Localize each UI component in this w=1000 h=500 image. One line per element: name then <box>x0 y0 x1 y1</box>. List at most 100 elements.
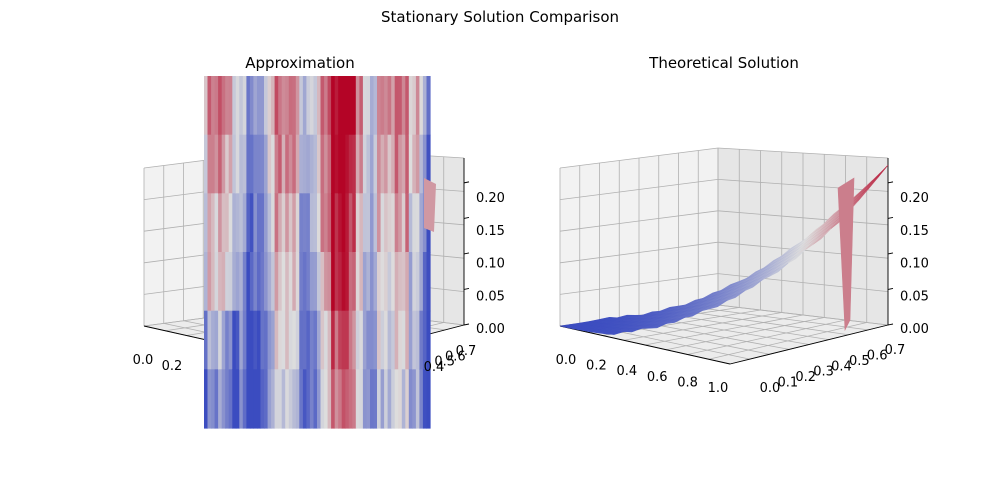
surface-strip <box>218 134 223 194</box>
surface-strip <box>362 193 367 253</box>
surface-strip <box>398 369 403 429</box>
surface-strip <box>398 193 403 253</box>
surface-strip <box>295 134 300 194</box>
surface-strip <box>242 193 247 253</box>
surface-strip <box>334 310 339 370</box>
surface-strip <box>264 76 269 136</box>
surface-strip <box>370 369 375 429</box>
surface-strip <box>278 252 283 312</box>
surface-strip <box>271 134 276 194</box>
surface-strip <box>313 310 318 370</box>
surface-strip <box>373 193 378 253</box>
surface-strip <box>218 310 223 370</box>
surface-strip <box>338 310 343 370</box>
surface-strip <box>345 252 350 312</box>
surface-strip <box>211 252 216 312</box>
surface-strip <box>292 369 297 429</box>
surface-strip <box>394 369 399 429</box>
z-tick-label: 0.20 <box>476 191 505 206</box>
surface-strip <box>281 310 286 370</box>
z-tick-label: 0.10 <box>476 257 505 272</box>
surface-strip <box>232 134 237 194</box>
surface-strip <box>317 369 322 429</box>
surface-strip <box>401 76 406 136</box>
surface-strip <box>373 310 378 370</box>
surface-strip <box>327 193 332 253</box>
surface-strip <box>264 193 269 253</box>
surface-strip <box>377 310 382 370</box>
surface-strip <box>211 310 216 370</box>
surface-strip <box>419 134 424 194</box>
surface-strip <box>214 134 219 194</box>
surface-strip <box>387 369 392 429</box>
surface-strip <box>309 76 314 136</box>
z-tick-mark <box>463 181 470 184</box>
surface-strip <box>422 252 427 312</box>
y-tick-label: 0.4 <box>831 359 852 374</box>
surface-strip <box>221 193 226 253</box>
surface-strip <box>320 310 325 370</box>
surface-strip <box>306 252 311 312</box>
surface-strip <box>253 76 258 136</box>
surface-strip <box>221 369 226 429</box>
z-tick-mark <box>887 216 894 219</box>
surface-strip <box>225 310 230 370</box>
theoretical-tick-labels: 0.0 0.2 0.4 0.6 0.8 1.0 0.00.10.20.30.40.50.60… <box>556 181 929 396</box>
wall-grid-line <box>559 241 719 264</box>
surface-strip <box>352 369 357 429</box>
surface-strip <box>225 252 230 312</box>
surface-strip <box>355 193 360 253</box>
surface-strip <box>415 369 420 429</box>
surface-strip <box>331 76 336 136</box>
surface-strip <box>257 310 262 370</box>
surface-strip <box>362 76 367 136</box>
surface-strip <box>207 252 212 312</box>
surface-strip <box>242 134 247 194</box>
surface-strip <box>366 193 371 253</box>
surface-strip <box>380 369 385 429</box>
surface-strip <box>419 252 424 312</box>
surface-strip <box>299 193 304 253</box>
surface-strip <box>204 134 209 194</box>
surface-strip <box>309 193 314 253</box>
surface-strip <box>426 134 431 194</box>
surface-strip <box>207 369 212 429</box>
surface-strip <box>225 76 230 136</box>
surface-strip <box>345 369 350 429</box>
floor-grid-line <box>698 307 869 331</box>
surface-strip <box>218 76 223 136</box>
approximation-surface <box>204 76 436 429</box>
surface-strip <box>260 76 265 136</box>
surface-strip <box>260 193 265 253</box>
surface-strip <box>302 193 307 253</box>
x-tick-label: 0.0 <box>133 353 154 368</box>
z-tick-mark <box>887 181 894 184</box>
surface-strip <box>348 193 353 253</box>
surface-strip <box>295 310 300 370</box>
z-tick-mark <box>463 323 470 326</box>
surface-strip <box>415 252 420 312</box>
surface-strip <box>271 310 276 370</box>
surface-strip <box>408 193 413 253</box>
x-tick-label: 0.2 <box>586 359 607 374</box>
surface-strip <box>257 193 262 253</box>
surface-patch <box>684 310 703 318</box>
surface-patch <box>666 317 685 324</box>
z-tick-mark <box>887 323 894 326</box>
surface-strip <box>309 252 314 312</box>
surface-strip <box>295 193 300 253</box>
surface-strip <box>370 134 375 194</box>
surface-strip <box>338 76 343 136</box>
surface-strip <box>320 76 325 136</box>
wall-grid-line <box>559 210 719 232</box>
surface-strip <box>214 369 219 429</box>
surface-patch <box>813 228 832 245</box>
floor-grid-line <box>678 309 849 336</box>
surface-strip <box>366 252 371 312</box>
surface-strip <box>327 310 332 370</box>
wall-grid-line <box>559 273 719 295</box>
surface-strip <box>401 369 406 429</box>
surface-strip <box>232 310 237 370</box>
surface-strip <box>257 369 262 429</box>
surface-strip <box>341 193 346 253</box>
